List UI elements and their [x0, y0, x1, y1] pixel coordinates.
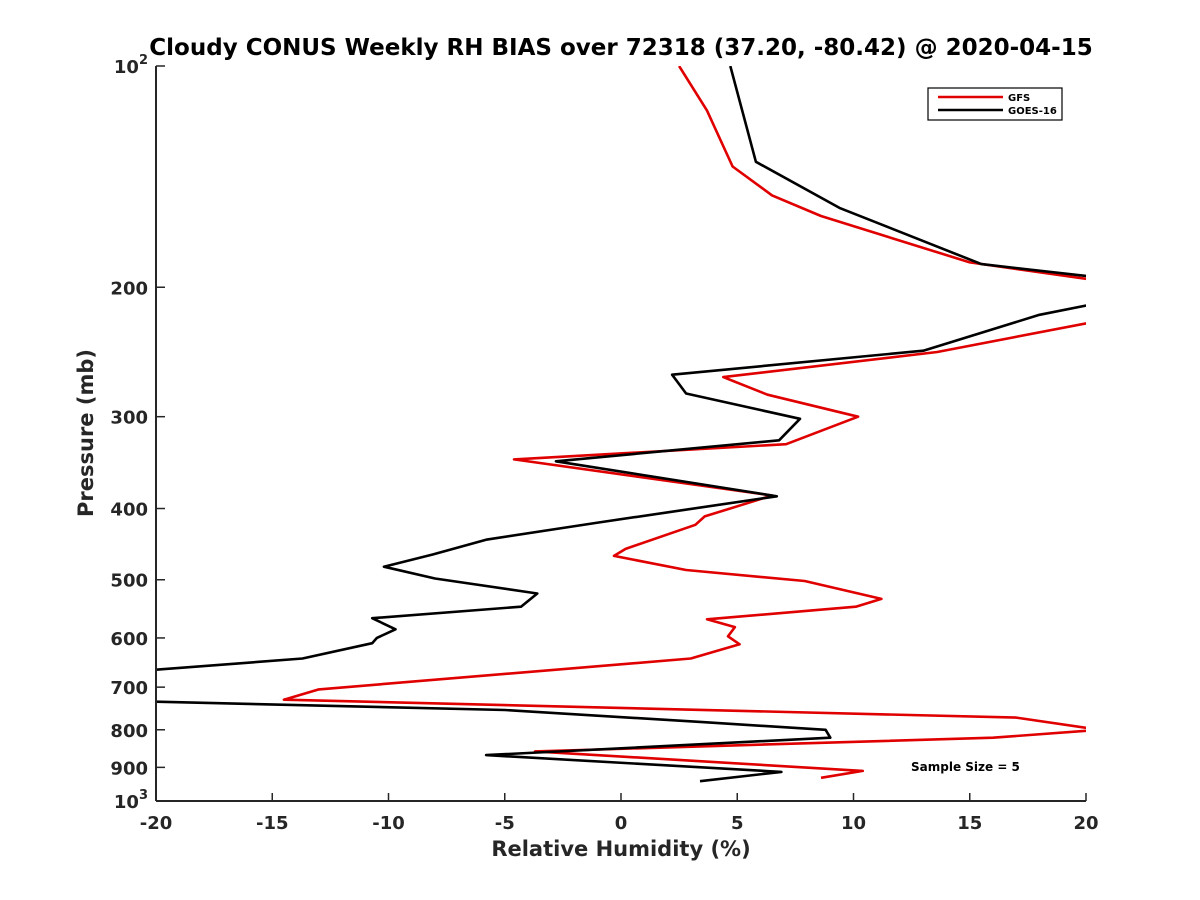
y-tick-label: 900 [110, 758, 148, 779]
legend-label-goes16: GOES-16 [1008, 106, 1057, 117]
x-ticks: -20 -15 -10 -5 0 5 10 15 20 [140, 793, 1099, 834]
y-tick-label: 500 [110, 571, 148, 592]
sample-size-annotation: Sample Size = 5 [911, 760, 1020, 774]
x-tick-label: 5 [731, 813, 744, 834]
series-line-gfs [282, 66, 1086, 780]
legend-label-gfs: GFS [1008, 93, 1030, 104]
x-tick-label: 10 [841, 813, 866, 834]
chart-title: Cloudy CONUS Weekly RH BIAS over 72318 (… [149, 35, 1092, 61]
series-layer [156, 66, 1086, 783]
y-tick-label: 102 [114, 53, 148, 78]
series-line-goes16 [156, 66, 1086, 783]
y-tick-label: 200 [110, 278, 148, 299]
y-tick-label: 800 [110, 721, 148, 742]
x-tick-label: 0 [615, 813, 628, 834]
y-tick-label: 700 [110, 678, 148, 699]
x-tick-label: -5 [495, 813, 515, 834]
x-tick-label: 20 [1073, 813, 1098, 834]
legend-box [927, 87, 1063, 121]
x-tick-label: -10 [372, 813, 405, 834]
y-tick-label: 300 [110, 408, 148, 429]
x-axis-label: Relative Humidity (%) [491, 837, 750, 861]
x-tick-label: -20 [140, 813, 173, 834]
y-ticks: 102 200 300 400 500 600 700 800 900 103 [110, 53, 165, 813]
y-tick-label: 600 [110, 629, 148, 650]
x-tick-label: -15 [256, 813, 289, 834]
y-tick-label: 400 [110, 500, 148, 521]
x-tick-label: 15 [957, 813, 982, 834]
legend: GFS GOES-16 [927, 87, 1063, 121]
y-tick-label: 103 [114, 788, 148, 813]
y-axis-label: Pressure (mb) [74, 349, 98, 517]
